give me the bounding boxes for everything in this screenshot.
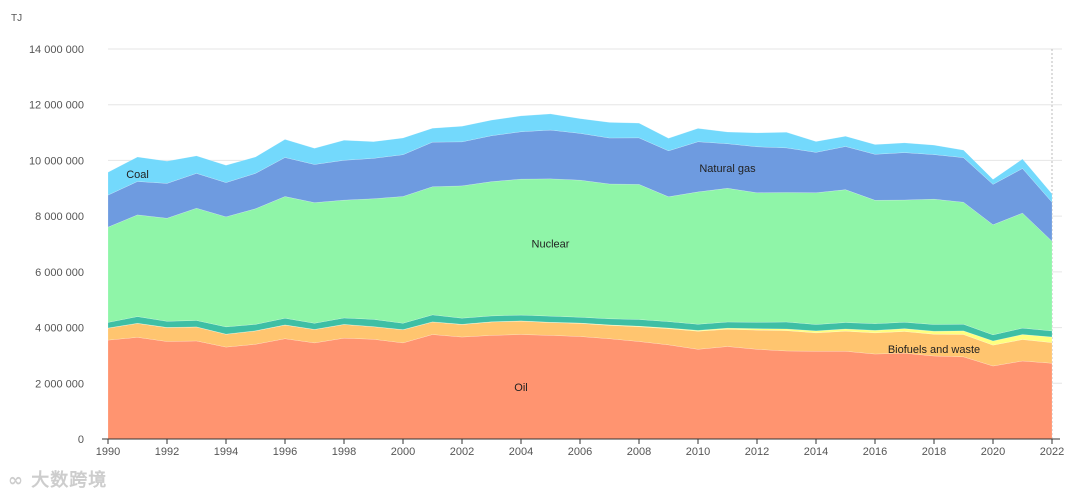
x-tick-label: 1990 xyxy=(96,446,120,458)
series-label-nuclear: Nuclear xyxy=(532,238,570,250)
x-tick-label: 2002 xyxy=(450,446,474,458)
series-label-coal: Coal xyxy=(126,169,149,181)
watermark: ∞ 大数跨境 xyxy=(8,466,107,492)
area-coal xyxy=(107,113,1053,203)
axes: 0 2 000 000 4 000 000 6 000 000 8 000 000 10 … xyxy=(29,44,1064,458)
x-tick-label: 2000 xyxy=(391,446,415,458)
series-label-biofuels-and-waste: Biofuels and waste xyxy=(888,344,980,356)
y-tick-label: 14 000 000 xyxy=(29,44,84,56)
x-tick-label: 2022 xyxy=(1040,446,1064,458)
series-label-oil: Oil xyxy=(514,382,527,394)
x-tick-label: 1994 xyxy=(214,446,238,458)
series-label-natural-gas: Natural gas xyxy=(699,163,756,175)
area-series xyxy=(107,113,1053,440)
x-tick-label: 2004 xyxy=(509,446,533,458)
area-solar-thermal xyxy=(107,320,1053,346)
x-tick-label: 2020 xyxy=(981,446,1005,458)
watermark-text: 大数跨境 xyxy=(31,470,108,491)
y-unit-label: TJ xyxy=(11,13,22,24)
y-tick-label: 0 xyxy=(78,434,84,446)
x-tick-label: 2010 xyxy=(686,446,710,458)
y-tick-label: 6 000 000 xyxy=(35,267,84,279)
y-tick-label: 8 000 000 xyxy=(35,211,84,223)
x-tick-label: 1996 xyxy=(273,446,297,458)
x-tick-label: 1998 xyxy=(332,446,356,458)
watermark-logo-icon: ∞ xyxy=(8,470,24,491)
x-tick-label: 1992 xyxy=(155,446,179,458)
y-tick-label: 4 000 000 xyxy=(35,323,84,335)
series-labels: Oil Biofuels and waste Nuclear Natural gas C… xyxy=(126,163,980,394)
y-tick-label: 12 000 000 xyxy=(29,100,84,112)
y-tick-label: 10 000 000 xyxy=(29,155,84,167)
x-tick-label: 2016 xyxy=(863,446,887,458)
area-hydro xyxy=(107,314,1053,342)
x-tick-label: 2006 xyxy=(568,446,592,458)
y-tick-label: 2 000 000 xyxy=(35,378,84,390)
x-tick-label: 2008 xyxy=(627,446,651,458)
x-tick-label: 2018 xyxy=(922,446,946,458)
x-tick-label: 2012 xyxy=(745,446,769,458)
x-tick-label: 2014 xyxy=(804,446,828,458)
area-nuclear xyxy=(107,178,1053,336)
